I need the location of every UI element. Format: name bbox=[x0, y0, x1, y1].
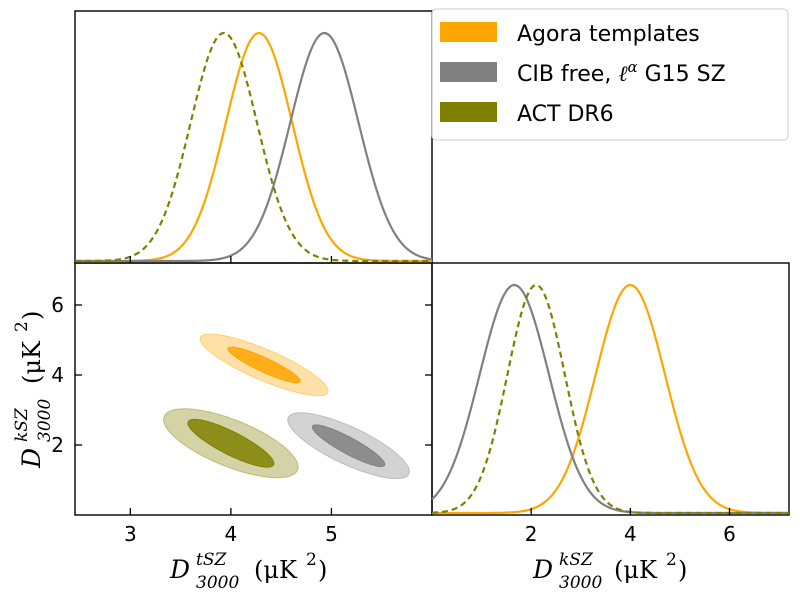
ylabel-ksz-subscript: 3000 bbox=[35, 399, 55, 442]
xlabel-tsz-symbol: D bbox=[169, 555, 190, 584]
xlabel-tsz-superscript: tSZ bbox=[196, 550, 227, 570]
xlabel-ksz-superscript: kSZ bbox=[559, 550, 594, 570]
contour-68-act-dr6 bbox=[187, 418, 275, 468]
xlabel-tsz: D tSZ 3000 (μK 2 ) bbox=[169, 550, 327, 593]
legend-label-act-dr6: ACT DR6 bbox=[517, 102, 614, 127]
xlabel-tsz-unit: (μK bbox=[254, 556, 298, 584]
panel-joint-contours bbox=[74, 262, 433, 516]
xlabel-tsz-subscript: 3000 bbox=[196, 573, 239, 593]
ylabel-ksz-unit-close: ) bbox=[18, 311, 46, 320]
tsz-curve-cib-free-g15-sz bbox=[75, 31, 433, 263]
legend-swatch-act-dr6 bbox=[440, 102, 497, 122]
xlabel-tsz-unit-power: 2 bbox=[306, 550, 317, 570]
legend-frame bbox=[431, 8, 789, 141]
legend-label-cib-free-ell: ℓ bbox=[618, 62, 628, 87]
ksz-curve-agora-templates bbox=[432, 283, 789, 515]
ylabel-ksz-symbol: D bbox=[17, 448, 46, 469]
ticklabel-x-tsz-4: 4 bbox=[225, 522, 238, 546]
legend-label-cib-free-tail: G15 SZ bbox=[638, 62, 726, 87]
panel-ksz-marginal bbox=[431, 262, 790, 516]
xlabel-ksz: D kSZ 3000 (μK 2 ) bbox=[532, 550, 687, 593]
xlabel-ksz-symbol: D bbox=[532, 555, 553, 584]
legend-label-agora: Agora templates bbox=[517, 22, 700, 47]
ticklabel-y-ksz-4: 4 bbox=[51, 363, 64, 387]
ylabel-ksz-superscript: kSZ bbox=[12, 407, 32, 442]
joint-contours bbox=[163, 333, 410, 480]
legend-label-cib-free: CIB free, ℓα G15 SZ bbox=[517, 58, 726, 87]
xlabel-tsz-unit-close: ) bbox=[318, 556, 327, 584]
ticklabel-x-tsz-3: 3 bbox=[124, 522, 137, 546]
xlabel-ksz-subscript: 3000 bbox=[559, 573, 602, 593]
contour-68-cib-free-g15-sz bbox=[311, 424, 386, 467]
tsz-curve-agora-templates bbox=[75, 31, 432, 263]
ksz-marginal-curves bbox=[431, 283, 789, 515]
ticklabel-x-ksz-2: 2 bbox=[525, 522, 538, 546]
ylabel-ksz-unit-power: 2 bbox=[12, 321, 32, 332]
legend-swatch-agora bbox=[440, 22, 497, 42]
legend-label-cib-free-main: CIB free, bbox=[517, 62, 618, 87]
ticklabel-y-ksz-6: 6 bbox=[51, 293, 64, 317]
tsz-marginal-curves bbox=[75, 31, 433, 263]
ylabel-ksz: D kSZ 3000 (μK 2 ) bbox=[12, 311, 55, 469]
axis-ticks: 3 4 5 2 4 6 2 4 6 bbox=[51, 256, 736, 546]
legend-label-cib-free-alpha: α bbox=[627, 58, 637, 76]
ticklabel-x-ksz-6: 6 bbox=[723, 522, 736, 546]
legend: Agora templates CIB free, ℓα G15 SZ ACT … bbox=[431, 8, 789, 141]
ticklabel-x-ksz-4: 4 bbox=[624, 522, 637, 546]
legend-swatch-cib-free bbox=[440, 62, 497, 82]
ticklabel-y-ksz-2: 2 bbox=[51, 433, 64, 457]
xlabel-ksz-unit-power: 2 bbox=[666, 550, 677, 570]
ylabel-ksz-unit: (μK bbox=[18, 340, 46, 384]
xlabel-ksz-unit: (μK bbox=[614, 556, 658, 584]
contour-68-agora-templates bbox=[227, 346, 301, 384]
xlabel-ksz-unit-close: ) bbox=[678, 556, 687, 584]
ticklabel-x-tsz-5: 5 bbox=[325, 522, 338, 546]
panel-tsz-marginal bbox=[74, 10, 433, 264]
tsz-curve-act-dr6 bbox=[75, 31, 432, 263]
